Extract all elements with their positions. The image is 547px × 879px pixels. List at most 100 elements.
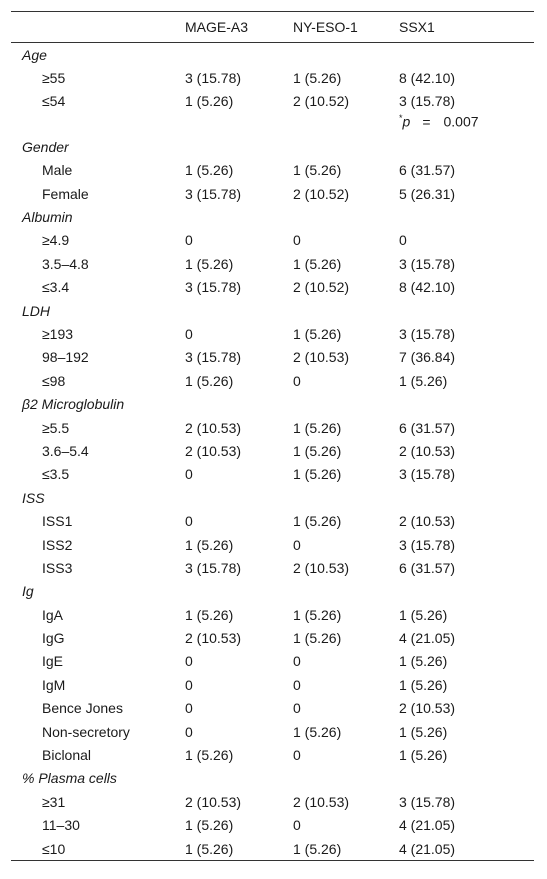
header-mage-a3: MAGE-A3: [174, 11, 282, 43]
cell-ny-eso-1: 1 (5.26): [293, 162, 342, 179]
cell-mage-a3: 3 (15.78): [185, 559, 242, 576]
row-label: ISS2: [42, 536, 73, 553]
cell-ssx1: 2 (10.53): [399, 513, 456, 530]
table-row: Bence Jones 0 0 2 (10.53): [11, 697, 534, 720]
table-row: ISS3 3 (15.78) 2 (10.53) 6 (31.57): [11, 556, 534, 579]
cell-mage-a3: 1 (5.26): [185, 162, 234, 179]
pvalue-symbol: p: [402, 113, 411, 130]
cell-mage-a3: 1 (5.26): [174, 836, 282, 862]
row-label: ISS1: [42, 513, 73, 530]
cell-mage-a3: 3 (15.78): [185, 279, 242, 296]
pvalue-row: *p = 0.007: [11, 113, 534, 135]
cell-ny-eso-1: 0: [293, 536, 301, 553]
table-row: ≥31 2 (10.53) 2 (10.53) 3 (15.78): [11, 790, 534, 813]
table-row: Non-secretory 0 1 (5.26) 1 (5.26): [11, 720, 534, 743]
row-label: ≤3.4: [42, 279, 70, 296]
cell-ssx1: 3 (15.78): [399, 93, 456, 110]
cell-ny-eso-1: 1 (5.26): [293, 419, 342, 436]
table-row: ≥4.9 0 0 0: [11, 229, 534, 252]
row-label: ≤10: [11, 836, 174, 862]
table-row: 11–30 1 (5.26) 0 4 (21.05): [11, 814, 534, 837]
row-label: ≤3.5: [42, 466, 70, 483]
cell-ny-eso-1: 0: [293, 653, 301, 670]
cell-ny-eso-1: 0: [293, 747, 301, 764]
table-row: ≥55 3 (15.78) 1 (5.26) 8 (42.10): [11, 66, 534, 89]
cell-mage-a3: 3 (15.78): [185, 70, 242, 87]
cell-mage-a3: 1 (5.26): [185, 606, 234, 623]
cell-ssx1: 1 (5.26): [399, 606, 448, 623]
group-header-row: Age: [11, 43, 534, 67]
cell-mage-a3: 1 (5.26): [185, 93, 234, 110]
header-ny-eso-1: NY-ESO-1: [282, 11, 388, 43]
cell-ssx1: 3 (15.78): [399, 325, 456, 342]
row-label: 11–30: [42, 817, 80, 834]
cell-ssx1: 6 (31.57): [399, 162, 456, 179]
group-label: % Plasma cells: [22, 770, 117, 787]
cell-mage-a3: 1 (5.26): [185, 536, 234, 553]
cell-mage-a3: 2 (10.53): [185, 793, 242, 810]
cell-ny-eso-1: 2 (10.53): [293, 793, 350, 810]
cell-ny-eso-1: 2 (10.53): [293, 349, 350, 366]
cell-mage-a3: 0: [185, 723, 193, 740]
cell-mage-a3: 0: [185, 653, 193, 670]
table-row: IgE 0 0 1 (5.26): [11, 650, 534, 673]
cell-mage-a3: 1 (5.26): [185, 747, 234, 764]
row-label: ≥55: [42, 70, 66, 87]
row-label: ISS3: [42, 559, 73, 576]
table-row: Male 1 (5.26) 1 (5.26) 6 (31.57): [11, 159, 534, 182]
cell-ssx1: 2 (10.53): [399, 442, 456, 459]
cell-ny-eso-1: 2 (10.52): [293, 93, 350, 110]
cell-mage-a3: 0: [185, 676, 193, 693]
group-label: LDH: [22, 302, 51, 319]
pvalue-equals: =: [422, 113, 431, 130]
cell-ny-eso-1: 1 (5.26): [282, 836, 388, 862]
cell-ssx1: 5 (26.31): [399, 185, 456, 202]
group-header-row: β2 Microglobulin: [11, 392, 534, 415]
row-label: ≥5.5: [42, 419, 70, 436]
cell-ssx1: 1 (5.26): [399, 653, 448, 670]
group-header-row: Ig: [11, 580, 534, 603]
cell-ny-eso-1: 2 (10.52): [293, 185, 350, 202]
row-label: Biclonal: [42, 747, 92, 764]
table-header-row: MAGE-A3 NY-ESO-1 SSX1: [11, 11, 534, 43]
table-row: ≤10 1 (5.26) 1 (5.26) 4 (21.05): [11, 836, 534, 862]
group-header-row: Gender: [11, 135, 534, 158]
group-label: Ig: [22, 583, 34, 600]
header-blank: [11, 11, 174, 43]
cell-ssx1: 6 (31.57): [399, 559, 456, 576]
cell-mage-a3: 3 (15.78): [185, 185, 242, 202]
cell-mage-a3: 1 (5.26): [185, 255, 234, 272]
cell-ny-eso-1: 1 (5.26): [293, 70, 342, 87]
cell-ssx1: 6 (31.57): [399, 419, 456, 436]
row-label: Male: [42, 162, 73, 179]
table-row: IgA 1 (5.26) 1 (5.26) 1 (5.26): [11, 603, 534, 626]
cell-ny-eso-1: 0: [293, 700, 301, 717]
cell-ssx1: 1 (5.26): [399, 372, 448, 389]
table-row: 3.6–5.4 2 (10.53) 1 (5.26) 2 (10.53): [11, 439, 534, 462]
table-row: ISS2 1 (5.26) 0 3 (15.78): [11, 533, 534, 556]
cell-ny-eso-1: 0: [293, 372, 301, 389]
cell-ny-eso-1: 1 (5.26): [293, 723, 342, 740]
cell-mage-a3: 0: [185, 466, 193, 483]
pvalue-asterisk: *: [399, 113, 403, 124]
cell-ssx1: 7 (36.84): [399, 349, 456, 366]
group-header-row: Albumin: [11, 205, 534, 228]
table-row: 3.5–4.8 1 (5.26) 1 (5.26) 3 (15.78): [11, 252, 534, 275]
cell-mage-a3: 0: [185, 325, 193, 342]
cell-ssx1: 4 (21.05): [399, 630, 456, 647]
table-row: 98–192 3 (15.78) 2 (10.53) 7 (36.84): [11, 346, 534, 369]
row-label: ≥193: [42, 325, 74, 342]
group-header-row: ISS: [11, 486, 534, 509]
cell-ssx1: 3 (15.78): [399, 793, 456, 810]
cell-mage-a3: 0: [185, 232, 193, 249]
row-label: Bence Jones: [42, 700, 123, 717]
row-label: IgM: [42, 676, 66, 693]
group-label: ISS: [22, 489, 45, 506]
group-label: Albumin: [22, 209, 73, 226]
group-header-row: LDH: [11, 299, 534, 322]
cell-mage-a3: 2 (10.53): [185, 442, 242, 459]
cell-mage-a3: 0: [185, 700, 193, 717]
row-label: ≤98: [42, 372, 66, 389]
row-label: IgG: [42, 630, 65, 647]
cell-ny-eso-1: 1 (5.26): [293, 606, 342, 623]
